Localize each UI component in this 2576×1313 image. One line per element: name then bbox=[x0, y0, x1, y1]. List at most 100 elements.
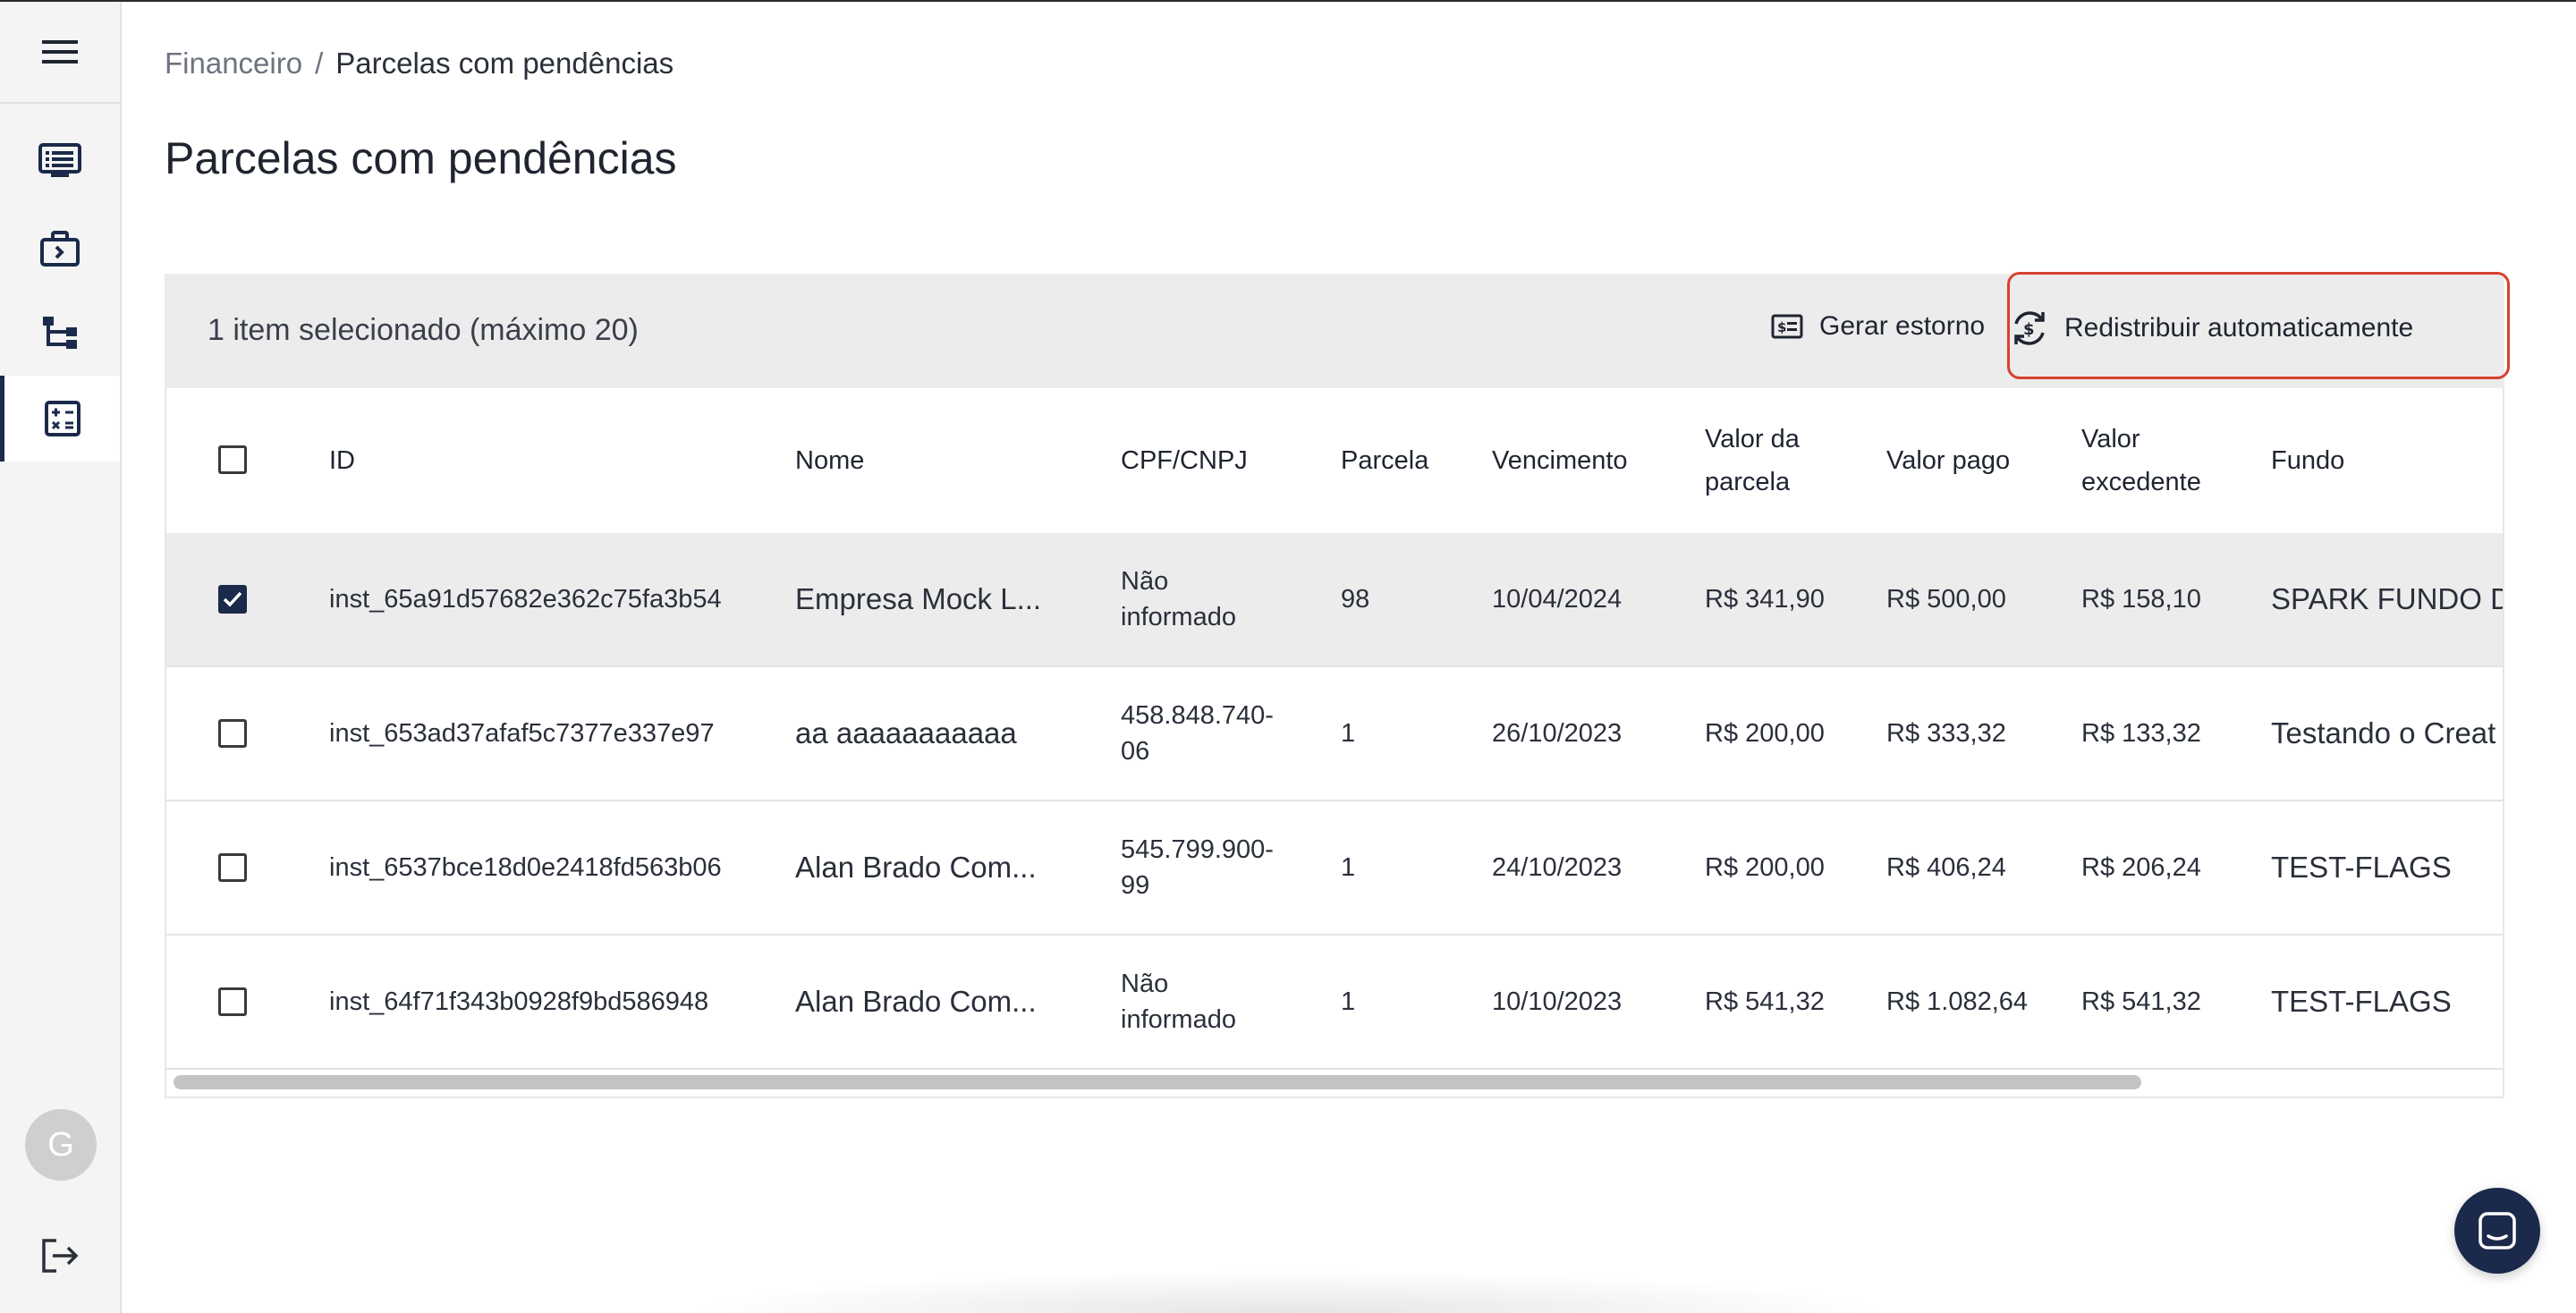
cell-id: inst_6537bce18d0e2418fd563b06 bbox=[329, 853, 722, 882]
column-header-cpf[interactable]: CPF/CNPJ bbox=[1121, 446, 1248, 475]
column-header-valor-parcela[interactable]: Valor da parcela bbox=[1705, 388, 1800, 533]
selection-toolbar: 1 item selecionado (máximo 20) $ Gerar e… bbox=[165, 274, 2504, 388]
cell-cpf-line1: Não bbox=[1121, 567, 1169, 596]
column-header-valor-excedente-line2: excedente bbox=[2081, 468, 2201, 496]
calculator-icon bbox=[44, 401, 80, 436]
breadcrumb-current: Parcelas com pendências bbox=[335, 47, 674, 80]
cell-parcela: 1 bbox=[1341, 853, 1356, 882]
cell-valor-pago: R$ 500,00 bbox=[1886, 585, 2006, 614]
cell-vencimento: 10/10/2023 bbox=[1492, 987, 1623, 1016]
breadcrumb-parent-link[interactable]: Financeiro bbox=[165, 47, 303, 80]
money-bill-icon: $ bbox=[1771, 314, 1803, 339]
cell-cpf-line2: 99 bbox=[1121, 871, 1150, 900]
cell-valor-excedente: R$ 133,32 bbox=[2081, 719, 2201, 748]
select-all-checkbox[interactable] bbox=[218, 445, 247, 474]
logout-icon bbox=[42, 1239, 79, 1273]
column-header-parcela[interactable]: Parcela bbox=[1341, 446, 1429, 475]
cell-cpf: Não informado bbox=[1121, 533, 1236, 665]
column-header-fundo[interactable]: Fundo bbox=[2271, 446, 2345, 475]
chat-launcher-button[interactable] bbox=[2454, 1188, 2540, 1274]
sidebar-item-calculator[interactable] bbox=[0, 376, 120, 462]
cell-parcela: 1 bbox=[1341, 719, 1356, 748]
cell-cpf: 458.848.740- 06 bbox=[1121, 667, 1274, 800]
cell-fundo: Testando o Creat bbox=[2271, 716, 2496, 750]
sidebar-item-hierarchy[interactable] bbox=[0, 290, 120, 376]
cell-cpf: Não informado bbox=[1121, 936, 1236, 1068]
auto-redistribute-label: Redistribuir automaticamente bbox=[2064, 313, 2414, 343]
breadcrumb: Financeiro / Parcelas com pendências bbox=[165, 47, 674, 80]
auto-redistribute-button[interactable]: $ Redistribuir automaticamente bbox=[2011, 309, 2413, 347]
menu-button[interactable] bbox=[0, 2, 120, 104]
breadcrumb-separator: / bbox=[315, 47, 324, 80]
cell-valor-pago: R$ 1.082,64 bbox=[1886, 987, 2029, 1016]
cell-id: inst_64f71f343b0928f9bd586948 bbox=[329, 987, 709, 1016]
cell-id: inst_65a91d57682e362c75fa3b54 bbox=[329, 585, 722, 614]
row-checkbox[interactable] bbox=[218, 719, 247, 748]
cell-nome: Alan Brado Com... bbox=[795, 851, 1037, 884]
generate-refund-label: Gerar estorno bbox=[1819, 311, 1986, 341]
cell-cpf-line2: informado bbox=[1121, 603, 1236, 631]
cell-cpf-line1: 458.848.740- bbox=[1121, 701, 1274, 730]
installments-table: ID Nome CPF/CNPJ Parcela Vencimento Valo… bbox=[165, 388, 2504, 1098]
page-title: Parcelas com pendências bbox=[165, 133, 677, 183]
cell-cpf: 545.799.900- 99 bbox=[1121, 801, 1274, 934]
cell-valor-parcela: R$ 541,32 bbox=[1705, 987, 1825, 1016]
list-card-icon bbox=[38, 143, 81, 177]
svg-text:$: $ bbox=[1777, 319, 1786, 335]
cell-parcela: 1 bbox=[1341, 987, 1356, 1016]
cell-cpf-line1: Não bbox=[1121, 970, 1169, 998]
checkmark-icon bbox=[223, 591, 242, 607]
sidebar-item-briefcase[interactable] bbox=[0, 206, 120, 292]
cell-parcela: 98 bbox=[1341, 585, 1370, 614]
hierarchy-icon bbox=[43, 317, 77, 349]
column-header-vencimento[interactable]: Vencimento bbox=[1492, 446, 1628, 475]
cell-valor-pago: R$ 333,32 bbox=[1886, 719, 2006, 748]
cell-valor-excedente: R$ 541,32 bbox=[2081, 987, 2201, 1016]
cell-nome: Alan Brado Com... bbox=[795, 985, 1037, 1018]
table-row[interactable]: inst_65a91d57682e362c75fa3b54 Empresa Mo… bbox=[166, 533, 2504, 667]
hamburger-menu-icon bbox=[42, 40, 78, 64]
svg-text:$: $ bbox=[2023, 320, 2035, 339]
column-header-valor-pago[interactable]: Valor pago bbox=[1886, 446, 2011, 475]
horizontal-scrollbar[interactable] bbox=[174, 1075, 2141, 1089]
cell-fundo: TEST-FLAGS bbox=[2271, 851, 2452, 884]
cell-valor-pago: R$ 406,24 bbox=[1886, 853, 2006, 882]
cell-cpf-line2: informado bbox=[1121, 1005, 1236, 1034]
column-header-valor-excedente[interactable]: Valor excedente bbox=[2081, 388, 2201, 533]
table-row[interactable]: inst_6537bce18d0e2418fd563b06 Alan Brado… bbox=[166, 801, 2503, 936]
logout-button[interactable] bbox=[36, 1234, 84, 1277]
generate-refund-button[interactable]: $ Gerar estorno bbox=[1771, 311, 1985, 342]
user-avatar[interactable]: G bbox=[25, 1109, 97, 1181]
cell-valor-excedente: R$ 158,10 bbox=[2081, 585, 2201, 614]
cell-vencimento: 26/10/2023 bbox=[1492, 719, 1623, 748]
cell-fundo: TEST-FLAGS bbox=[2271, 985, 2452, 1018]
bottom-shadow bbox=[680, 1270, 1896, 1313]
cell-valor-excedente: R$ 206,24 bbox=[2081, 853, 2201, 882]
cell-nome: Empresa Mock L... bbox=[795, 582, 1042, 615]
row-checkbox[interactable] bbox=[218, 853, 247, 882]
cell-vencimento: 24/10/2023 bbox=[1492, 853, 1623, 882]
cell-cpf-line1: 545.799.900- bbox=[1121, 835, 1274, 864]
table-row[interactable]: inst_653ad37afaf5c7377e337e97 aa aaaaaaa… bbox=[166, 667, 2503, 801]
table-row[interactable]: inst_64f71f343b0928f9bd586948 Alan Brado… bbox=[166, 936, 2503, 1070]
selection-count-text: 1 item selecionado (máximo 20) bbox=[208, 313, 639, 347]
column-header-id[interactable]: ID bbox=[329, 446, 355, 475]
column-header-nome[interactable]: Nome bbox=[795, 446, 865, 475]
row-checkbox[interactable] bbox=[218, 585, 247, 614]
row-checkbox[interactable] bbox=[218, 987, 247, 1016]
cell-id: inst_653ad37afaf5c7377e337e97 bbox=[329, 719, 715, 748]
cell-vencimento: 10/04/2024 bbox=[1492, 585, 1623, 614]
sidebar-item-list[interactable] bbox=[0, 118, 120, 204]
column-header-valor-parcela-line1: Valor da bbox=[1705, 425, 1800, 453]
sidebar: G bbox=[0, 2, 122, 1313]
cell-valor-parcela: R$ 200,00 bbox=[1705, 853, 1825, 882]
chat-icon bbox=[2479, 1212, 2516, 1249]
cell-nome: aa aaaaaaaaaaa bbox=[795, 716, 1017, 750]
cell-fundo: SPARK FUNDO D bbox=[2271, 582, 2504, 615]
table-header: ID Nome CPF/CNPJ Parcela Vencimento Valo… bbox=[166, 388, 2503, 535]
column-header-valor-parcela-line2: parcela bbox=[1705, 468, 1791, 496]
column-header-valor-excedente-line1: Valor bbox=[2081, 425, 2140, 453]
cell-valor-parcela: R$ 200,00 bbox=[1705, 719, 1825, 748]
briefcase-icon bbox=[40, 231, 80, 267]
